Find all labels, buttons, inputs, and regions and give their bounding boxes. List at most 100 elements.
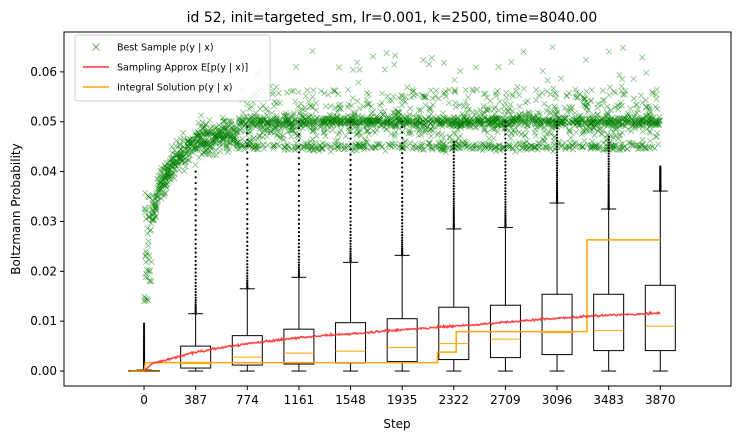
x-tick-label: 2709 xyxy=(490,393,521,407)
boxplot-flier xyxy=(194,181,197,185)
best-sample-point xyxy=(531,144,538,151)
best-sample-point xyxy=(386,97,393,104)
boxplot-flier xyxy=(504,212,507,215)
boxplot-flier xyxy=(349,200,352,204)
best-sample-point xyxy=(643,121,651,128)
boxplot-2322 xyxy=(438,140,470,372)
boxplot-flier xyxy=(246,202,249,206)
best-sample-point xyxy=(349,95,356,102)
best-sample-point xyxy=(312,140,319,147)
best-sample-point xyxy=(465,106,472,113)
best-sample-point xyxy=(184,138,191,145)
boxplot-flier xyxy=(297,270,301,273)
plot-frame xyxy=(63,31,732,387)
boxplot-flier xyxy=(452,217,455,221)
best-sample-point xyxy=(601,96,608,104)
best-sample-point xyxy=(365,131,372,138)
best-sample-point xyxy=(470,142,477,149)
best-sample-point xyxy=(146,267,154,274)
best-sample-point xyxy=(567,108,574,115)
best-sample-point xyxy=(381,66,388,73)
best-sample-point xyxy=(594,127,601,134)
best-sample-point xyxy=(273,112,280,119)
best-sample-point xyxy=(450,144,457,151)
boxplot-flier xyxy=(246,208,249,211)
boxplot-flier xyxy=(246,132,249,135)
best-sample-point xyxy=(439,130,446,138)
best-sample-point xyxy=(276,119,283,126)
best-sample-point xyxy=(490,106,498,113)
best-sample-point xyxy=(391,61,398,68)
boxplot-flier xyxy=(194,305,197,308)
best-sample-point xyxy=(343,117,350,124)
best-sample-point xyxy=(557,75,565,82)
best-sample-point xyxy=(322,133,329,140)
best-sample-point xyxy=(167,176,175,183)
boxplot-flier xyxy=(349,204,352,208)
best-sample-point xyxy=(363,89,371,96)
best-sample-point xyxy=(290,87,297,95)
best-sample-point xyxy=(199,141,206,148)
boxplot-flier xyxy=(142,344,146,347)
best-sample-point xyxy=(426,140,433,147)
best-sample-point xyxy=(531,129,538,136)
best-sample-point xyxy=(455,135,462,142)
boxplot-flier xyxy=(607,147,610,150)
best-sample-point xyxy=(163,171,170,178)
boxplot-flier xyxy=(452,157,455,160)
boxplot-flier xyxy=(504,190,507,193)
boxplot-flier xyxy=(504,167,507,170)
boxplot-flier xyxy=(504,214,507,217)
best-sample-point xyxy=(434,139,442,147)
best-sample-point xyxy=(199,119,206,126)
best-sample-point xyxy=(226,139,234,146)
boxplot-flier xyxy=(401,225,404,228)
boxplot-flier xyxy=(349,137,352,140)
x-tick-label: 1935 xyxy=(387,393,418,407)
best-sample-point xyxy=(142,295,149,302)
best-sample-point xyxy=(191,145,198,152)
best-sample-point xyxy=(275,117,283,124)
best-sample-point xyxy=(421,122,429,130)
best-sample-point xyxy=(155,197,162,204)
best-sample-point xyxy=(634,106,642,113)
boxplot-flier xyxy=(297,204,301,207)
best-sample-point xyxy=(576,141,583,148)
boxplot-flier xyxy=(452,204,455,207)
best-sample-point xyxy=(275,90,282,97)
best-sample-point xyxy=(371,129,378,136)
boxplot-flier xyxy=(194,293,197,297)
boxplot-flier xyxy=(194,285,197,288)
boxplot-flier xyxy=(194,301,197,304)
best-sample-point xyxy=(158,186,165,193)
best-sample-point xyxy=(452,130,459,138)
best-sample-point xyxy=(569,119,576,126)
best-sample-point xyxy=(403,143,410,150)
best-sample-point xyxy=(327,143,335,151)
best-sample-point xyxy=(141,298,148,305)
boxplot-flier xyxy=(246,252,249,255)
boxplot-flier xyxy=(607,176,610,180)
best-sample-point xyxy=(392,128,399,135)
x-tick-label: 3483 xyxy=(593,393,624,407)
boxplot-flier xyxy=(452,176,455,179)
boxplot-flier xyxy=(607,165,610,168)
best-sample-point xyxy=(334,137,341,144)
best-sample-point xyxy=(277,125,284,132)
best-sample-point xyxy=(292,98,299,105)
best-sample-point xyxy=(611,144,618,151)
boxplot-flier xyxy=(246,284,249,288)
best-sample-point xyxy=(496,98,503,105)
boxplot-flier xyxy=(297,157,301,160)
boxplot-flier xyxy=(142,329,146,333)
best-sample-point xyxy=(422,116,429,123)
best-sample-point xyxy=(536,143,543,150)
best-sample-point xyxy=(618,102,625,109)
boxplot-flier xyxy=(297,162,301,166)
best-sample-point xyxy=(435,95,442,102)
best-sample-point xyxy=(533,124,540,131)
best-sample-point xyxy=(333,109,341,116)
best-sample-point xyxy=(147,226,154,233)
boxplot-flier xyxy=(401,204,404,207)
best-sample-point xyxy=(640,140,647,148)
